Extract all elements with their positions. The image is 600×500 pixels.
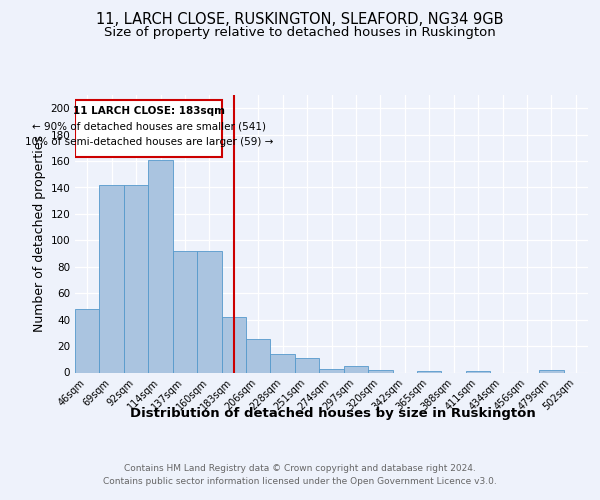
Bar <box>197 251 221 372</box>
Bar <box>124 185 148 372</box>
Bar <box>295 358 319 372</box>
Text: 11, LARCH CLOSE, RUSKINGTON, SLEAFORD, NG34 9GB: 11, LARCH CLOSE, RUSKINGTON, SLEAFORD, N… <box>96 12 504 28</box>
Text: 11 LARCH CLOSE: 183sqm: 11 LARCH CLOSE: 183sqm <box>73 106 225 116</box>
Bar <box>271 354 295 372</box>
Bar <box>319 368 344 372</box>
Bar <box>148 160 173 372</box>
Bar <box>246 340 271 372</box>
Bar <box>344 366 368 372</box>
Text: Contains public sector information licensed under the Open Government Licence v3: Contains public sector information licen… <box>103 478 497 486</box>
Text: Distribution of detached houses by size in Ruskington: Distribution of detached houses by size … <box>130 408 536 420</box>
Text: ← 90% of detached houses are smaller (541): ← 90% of detached houses are smaller (54… <box>32 122 266 132</box>
Bar <box>221 317 246 372</box>
Bar <box>368 370 392 372</box>
Bar <box>100 185 124 372</box>
Bar <box>75 309 100 372</box>
Text: Contains HM Land Registry data © Crown copyright and database right 2024.: Contains HM Land Registry data © Crown c… <box>124 464 476 473</box>
Bar <box>466 371 490 372</box>
Text: 10% of semi-detached houses are larger (59) →: 10% of semi-detached houses are larger (… <box>25 138 273 147</box>
Bar <box>417 371 442 372</box>
FancyBboxPatch shape <box>76 100 222 157</box>
Text: Size of property relative to detached houses in Ruskington: Size of property relative to detached ho… <box>104 26 496 39</box>
Bar <box>173 251 197 372</box>
Bar <box>539 370 563 372</box>
Y-axis label: Number of detached properties: Number of detached properties <box>33 135 46 332</box>
